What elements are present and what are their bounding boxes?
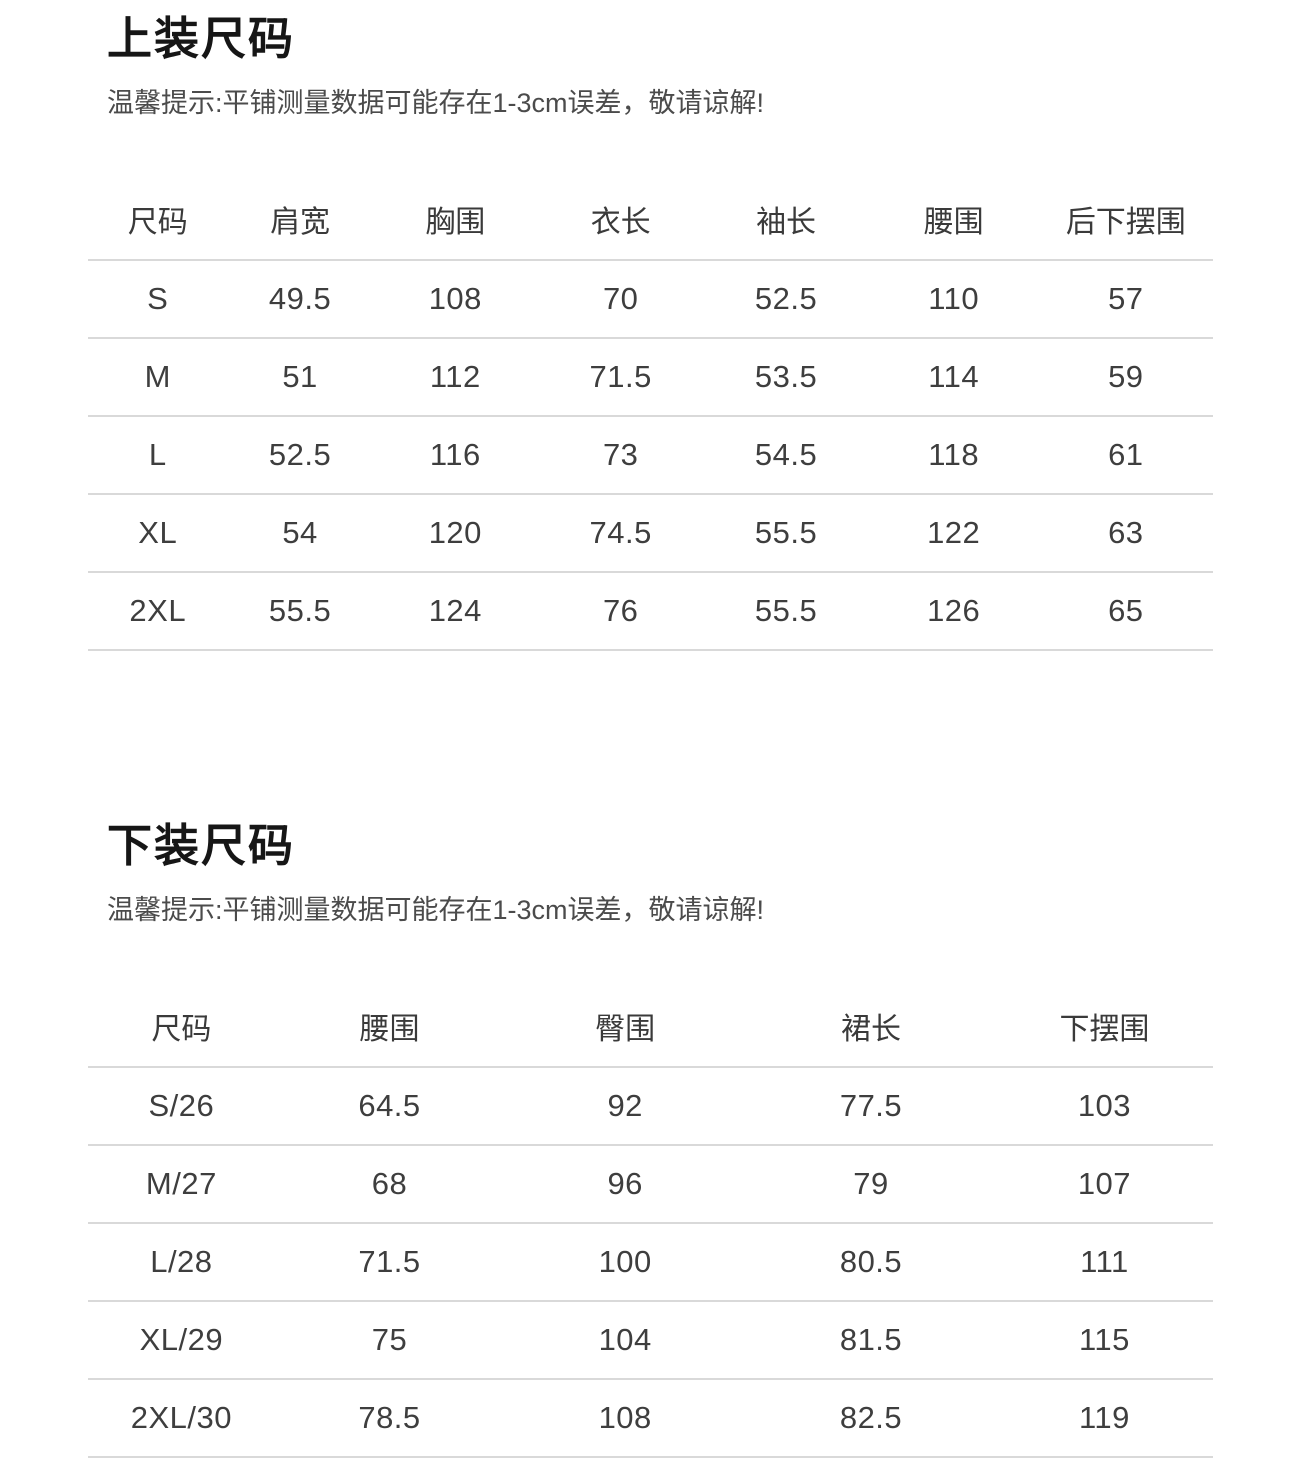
table-row: 2XL/30 78.5 108 82.5 119 — [88, 1379, 1213, 1458]
cell: 119 — [995, 1379, 1213, 1458]
cell: 52.5 — [703, 260, 869, 340]
cell: 120 — [372, 494, 538, 574]
cell: 53.5 — [703, 338, 869, 418]
cell: 64.5 — [274, 1067, 505, 1147]
size-cell: XL — [88, 494, 228, 574]
cell: 74.5 — [538, 494, 704, 574]
cell: 79 — [746, 1145, 996, 1225]
tops-col-length: 衣长 — [538, 179, 704, 262]
tops-col-waist: 腰围 — [868, 179, 1039, 262]
bottoms-size-section: 下装尺码 温馨提示:平铺测量数据可能存在1-3cm误差，敬请谅解! 尺码 腰围 … — [0, 651, 1290, 1458]
tops-col-sleeve: 袖长 — [703, 179, 869, 262]
cell: 126 — [868, 572, 1039, 652]
cell: 63 — [1038, 494, 1213, 574]
tops-size-table: 尺码 肩宽 胸围 衣长 袖长 腰围 后下摆围 S 49.5 108 70 52.… — [88, 179, 1213, 652]
cell: 71.5 — [274, 1223, 505, 1303]
cell: 81.5 — [746, 1301, 996, 1381]
tops-col-bust: 胸围 — [372, 179, 538, 262]
cell: 49.5 — [227, 260, 373, 340]
cell: 68 — [274, 1145, 505, 1225]
cell: 71.5 — [538, 338, 704, 418]
cell: 55.5 — [703, 572, 869, 652]
table-row: S/26 64.5 92 77.5 103 — [88, 1067, 1213, 1147]
size-cell: S — [88, 260, 228, 340]
table-row: 2XL 55.5 124 76 55.5 126 65 — [88, 572, 1213, 652]
bottoms-title: 下装尺码 — [107, 820, 296, 872]
cell: 54 — [227, 494, 373, 574]
cell: 73 — [538, 416, 704, 496]
bottoms-col-hem: 下摆围 — [995, 986, 1213, 1069]
size-cell: S/26 — [88, 1067, 275, 1147]
cell: 52.5 — [227, 416, 373, 496]
bottoms-header-row: 尺码 腰围 臀围 裙长 下摆围 — [88, 986, 1213, 1069]
cell: 65 — [1038, 572, 1213, 652]
size-cell: 2XL/30 — [88, 1379, 275, 1458]
cell: 57 — [1038, 260, 1213, 340]
size-cell: 2XL — [88, 572, 228, 652]
cell: 104 — [504, 1301, 747, 1381]
cell: 115 — [995, 1301, 1213, 1381]
cell: 107 — [995, 1145, 1213, 1225]
tops-size-section: 上装尺码 温馨提示:平铺测量数据可能存在1-3cm误差，敬请谅解! 尺码 肩宽 … — [0, 0, 1290, 652]
bottoms-col-size: 尺码 — [88, 986, 275, 1069]
cell: 112 — [372, 338, 538, 418]
cell: 70 — [538, 260, 704, 340]
tops-col-shoulder: 肩宽 — [227, 179, 373, 262]
cell: 118 — [868, 416, 1039, 496]
cell: 51 — [227, 338, 373, 418]
tops-header-row: 尺码 肩宽 胸围 衣长 袖长 腰围 后下摆围 — [88, 179, 1213, 262]
tops-col-back-hem: 后下摆围 — [1038, 179, 1213, 262]
table-row: M 51 112 71.5 53.5 114 59 — [88, 338, 1213, 418]
table-row: XL 54 120 74.5 55.5 122 63 — [88, 494, 1213, 574]
size-cell: L — [88, 416, 228, 496]
cell: 111 — [995, 1223, 1213, 1303]
bottoms-col-waist: 腰围 — [274, 986, 505, 1069]
tops-col-size: 尺码 — [88, 179, 228, 262]
cell: 108 — [504, 1379, 747, 1458]
size-cell: XL/29 — [88, 1301, 275, 1381]
cell: 76 — [538, 572, 704, 652]
cell: 103 — [995, 1067, 1213, 1147]
cell: 61 — [1038, 416, 1213, 496]
cell: 55.5 — [703, 494, 869, 574]
tops-note: 温馨提示:平铺测量数据可能存在1-3cm误差，敬请谅解! — [107, 88, 765, 118]
table-row: S 49.5 108 70 52.5 110 57 — [88, 260, 1213, 340]
bottoms-size-table: 尺码 腰围 臀围 裙长 下摆围 S/26 64.5 92 77.5 103 M/… — [88, 986, 1213, 1458]
cell: 108 — [372, 260, 538, 340]
cell: 110 — [868, 260, 1039, 340]
cell: 75 — [274, 1301, 505, 1381]
cell: 82.5 — [746, 1379, 996, 1458]
bottoms-note: 温馨提示:平铺测量数据可能存在1-3cm误差，敬请谅解! — [107, 895, 765, 926]
cell: 78.5 — [274, 1379, 505, 1458]
cell: 96 — [504, 1145, 747, 1225]
cell: 124 — [372, 572, 538, 652]
table-row: L/28 71.5 100 80.5 111 — [88, 1223, 1213, 1303]
cell: 122 — [868, 494, 1039, 574]
size-cell: L/28 — [88, 1223, 275, 1303]
cell: 54.5 — [703, 416, 869, 496]
cell: 92 — [504, 1067, 747, 1147]
tops-title: 上装尺码 — [107, 13, 296, 64]
table-row: XL/29 75 104 81.5 115 — [88, 1301, 1213, 1381]
bottoms-col-skirt-length: 裙长 — [746, 986, 996, 1069]
cell: 77.5 — [746, 1067, 996, 1147]
cell: 80.5 — [746, 1223, 996, 1303]
cell: 100 — [504, 1223, 747, 1303]
size-cell: M — [88, 338, 228, 418]
cell: 114 — [868, 338, 1039, 418]
table-row: L 52.5 116 73 54.5 118 61 — [88, 416, 1213, 496]
table-row: M/27 68 96 79 107 — [88, 1145, 1213, 1225]
cell: 59 — [1038, 338, 1213, 418]
size-cell: M/27 — [88, 1145, 275, 1225]
cell: 116 — [372, 416, 538, 496]
cell: 55.5 — [227, 572, 373, 652]
bottoms-col-hip: 臀围 — [504, 986, 747, 1069]
